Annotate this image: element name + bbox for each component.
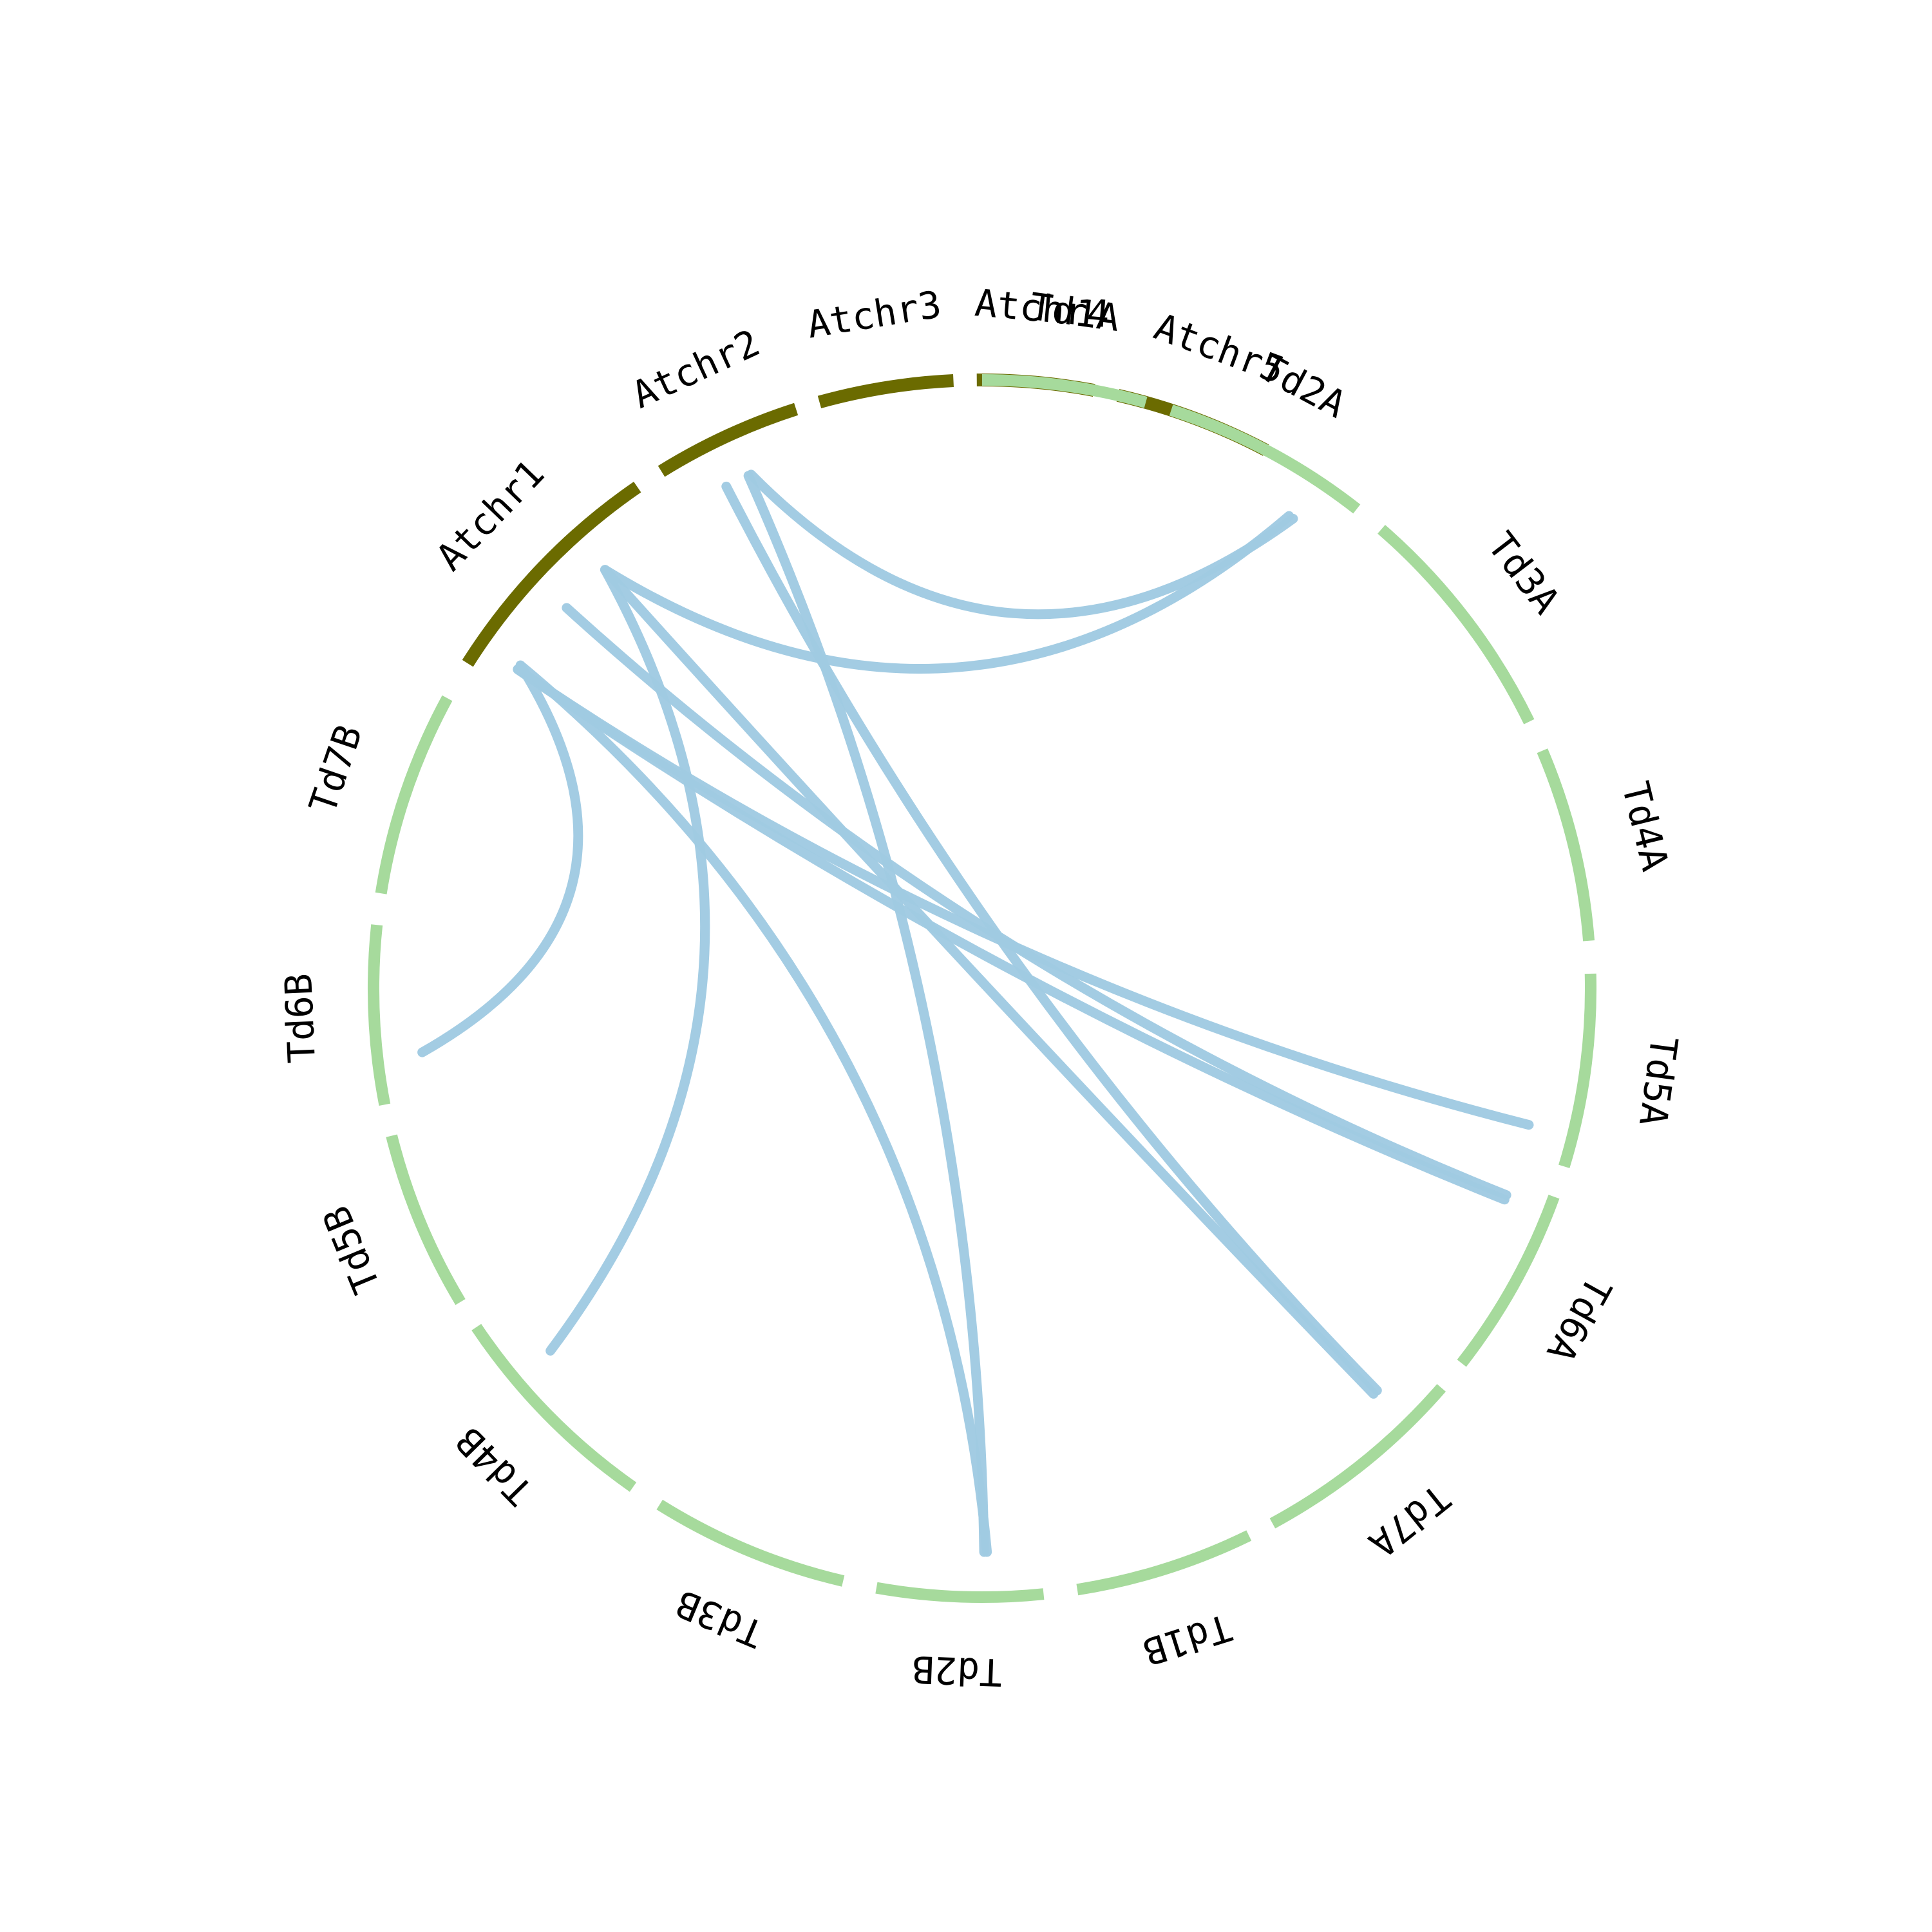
segment-td5b	[386, 1134, 466, 1305]
label-td4a: Td4A	[1613, 777, 1677, 875]
segment-td4a	[1537, 748, 1595, 942]
segments-layer	[368, 374, 1596, 1603]
label-td2a: Td2A	[1253, 346, 1353, 427]
segment-td3a	[1378, 525, 1535, 724]
link-atchr3-td7a	[721, 481, 1382, 1396]
link-atchr2-td7a	[600, 565, 1379, 1399]
label-td6a: Td6A	[1538, 1269, 1620, 1369]
label-td4b: Td4B	[447, 1419, 541, 1513]
label-atchr3: Atchr3	[804, 282, 945, 346]
label-td1b: Td1B	[1138, 1605, 1237, 1674]
label-td5b: Td5B	[314, 1200, 389, 1300]
label-td3b: Td3B	[670, 1581, 770, 1656]
segment-atchr1	[462, 481, 641, 667]
link-atchr2-td2a	[600, 511, 1294, 674]
label-td6b: Td6B	[276, 972, 324, 1065]
link-atchr1-td5a	[513, 664, 1534, 1130]
segment-td3b	[656, 1499, 845, 1587]
link-atchr1-td6a	[513, 664, 1510, 1205]
label-atchr2: Atchr2	[625, 321, 766, 417]
segment-td6a	[1457, 1195, 1560, 1367]
label-td3a: Td3A	[1479, 524, 1568, 622]
link-atchr1-td2b	[515, 660, 992, 1557]
segment-td2b	[875, 1582, 1045, 1603]
label-atchr1: Atchr1	[428, 451, 553, 579]
links-layer	[417, 469, 1534, 1557]
link-atchr3-td2b	[743, 471, 989, 1557]
label-td5a: Td5A	[1631, 1034, 1686, 1129]
segment-td4b	[471, 1323, 637, 1492]
segment-atchr3	[817, 374, 954, 409]
link-atchr2-td4b	[545, 565, 710, 1356]
label-td2b: Td2B	[911, 1647, 1003, 1694]
link-atchr3-td2a	[746, 469, 1298, 620]
segment-td1b	[1076, 1530, 1252, 1596]
segment-td7b	[375, 695, 453, 895]
segment-td5a	[1558, 973, 1596, 1168]
segment-td2a	[1169, 404, 1361, 514]
link-atchr1-td6b	[417, 660, 583, 1057]
segment-atchr2	[658, 402, 799, 477]
label-td7b: Td7B	[301, 719, 371, 819]
segment-td1a	[981, 374, 1148, 408]
segment-td7a	[1269, 1384, 1446, 1529]
label-td7a: Td7A	[1361, 1475, 1459, 1566]
segment-td6b	[368, 924, 391, 1106]
